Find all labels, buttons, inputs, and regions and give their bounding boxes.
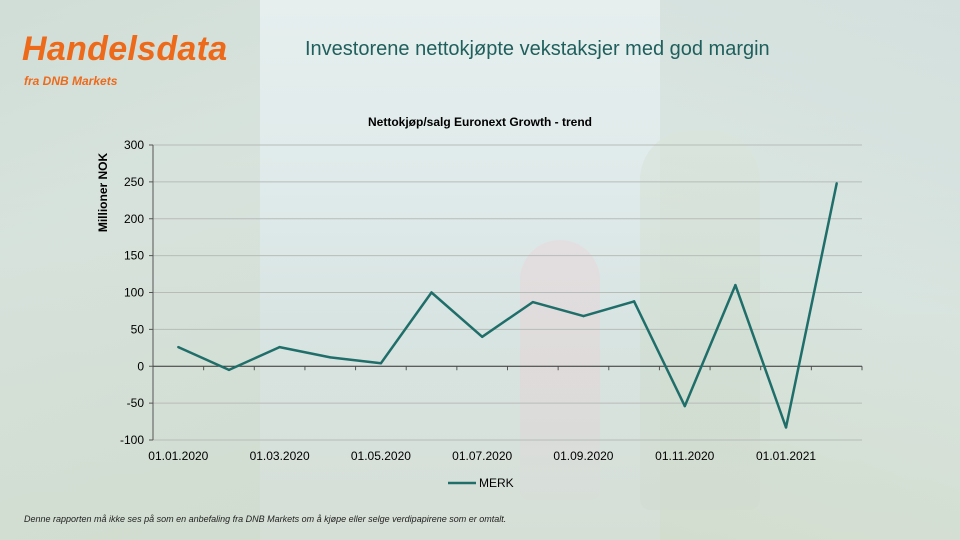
data-point xyxy=(227,368,231,372)
data-point xyxy=(784,426,788,429)
data-point xyxy=(734,283,737,287)
brand-subtitle: fra DNB Markets xyxy=(24,74,118,88)
y-tick-label: -100 xyxy=(120,433,144,447)
data-point xyxy=(531,300,535,304)
slide-headline: Investorene nettokjøpte vekstaksjer med … xyxy=(305,38,770,60)
data-point xyxy=(683,404,686,408)
legend-label: MERK xyxy=(479,476,514,490)
background-person-figure xyxy=(640,130,760,510)
data-point xyxy=(430,291,433,294)
chart-legend: MERK xyxy=(448,476,514,490)
data-point xyxy=(329,356,332,359)
x-tick-labels: 01.01.2020 01.03.2020 01.05.2020 01.07.2020… xyxy=(148,449,816,463)
background-landscape-left xyxy=(0,0,260,540)
y-tick-label: 150 xyxy=(124,249,144,263)
brand-logo-text: Handelsdata xyxy=(22,30,228,68)
data-point xyxy=(632,300,636,303)
chart-title: Nettokjøp/salg Euronext Growth - trend xyxy=(367,115,592,129)
x-tick-label: 01.01.2020 xyxy=(148,449,208,463)
data-point xyxy=(177,345,180,349)
x-tick-label: 01.09.2020 xyxy=(553,449,613,463)
gridlines xyxy=(153,144,862,441)
series-lines xyxy=(177,182,838,429)
x-tick-label: 01.11.2020 xyxy=(655,449,714,463)
y-axis-title: Millioner NOK xyxy=(96,153,110,233)
data-point xyxy=(835,182,838,185)
disclaimer-text: Denne rapporten må ikke ses på som en an… xyxy=(24,514,507,524)
y-tick-labels: 300 250 200 150 100 50 0 -50 -100 xyxy=(120,138,144,447)
x-tick-label: 01.07.2020 xyxy=(452,449,512,463)
y-tick-label: 300 xyxy=(124,138,144,152)
data-point xyxy=(379,362,383,365)
axes xyxy=(149,144,863,441)
y-tick-label: 200 xyxy=(124,212,144,226)
x-tick-label: 01.05.2020 xyxy=(351,449,411,463)
y-tick-label: -50 xyxy=(127,396,145,410)
data-point xyxy=(582,314,585,318)
y-tick-label: 250 xyxy=(124,175,144,189)
data-point xyxy=(278,345,281,349)
y-tick-label: 100 xyxy=(124,286,144,300)
x-tick-label: 01.01.2021 xyxy=(756,449,816,463)
x-tick-label: 01.03.2020 xyxy=(250,449,310,463)
y-tick-label: 50 xyxy=(131,322,145,336)
background-child-figure xyxy=(520,240,600,500)
data-point xyxy=(480,335,484,338)
y-tick-label: 0 xyxy=(137,359,144,373)
series-line-merk xyxy=(177,183,838,429)
